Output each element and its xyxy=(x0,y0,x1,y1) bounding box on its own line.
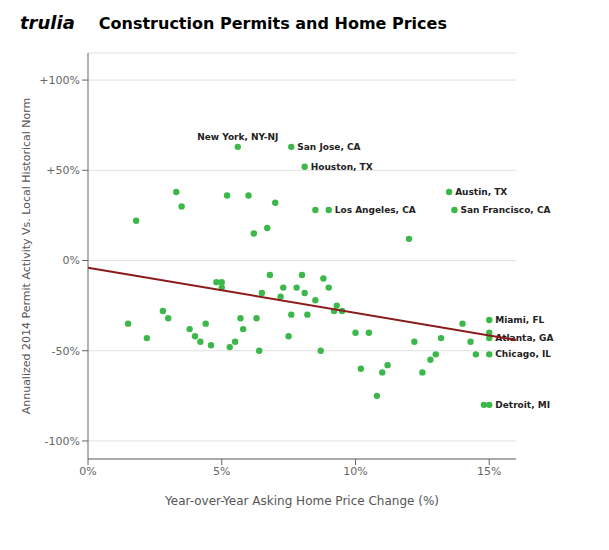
html-text:Construction Permits and Home: Construction Permits and Home Prices xyxy=(98,14,447,33)
svg-text:Los Angeles, CA: Los Angeles, CA xyxy=(335,205,416,215)
svg-text:-50%: -50% xyxy=(52,345,80,358)
svg-text:+50%: +50% xyxy=(46,164,80,177)
svg-text:Houston, TX: Houston, TX xyxy=(311,162,373,172)
svg-text:+100%: +100% xyxy=(39,74,80,87)
svg-text:-100%: -100% xyxy=(45,435,80,448)
svg-text:Miami, FL: Miami, FL xyxy=(495,315,544,325)
svg-text:0%: 0% xyxy=(63,254,80,267)
svg-text:10%: 10% xyxy=(343,465,367,478)
svg-text:0%: 0% xyxy=(79,465,96,478)
svg-text:Austin, TX: Austin, TX xyxy=(455,187,507,197)
svg-text:Annualized 2014 Permit Activit: Annualized 2014 Permit Activity Vs. Loca… xyxy=(20,98,33,415)
svg-text:Year-over-Year Asking Home Pri: Year-over-Year Asking Home Price Change … xyxy=(164,494,439,508)
svg-text:Chicago, IL: Chicago, IL xyxy=(495,349,551,359)
svg-text:New York, NY-NJ: New York, NY-NJ xyxy=(197,132,278,142)
svg-text:San Francisco, CA: San Francisco, CA xyxy=(460,205,550,215)
svg-text:San Jose, CA: San Jose, CA xyxy=(297,142,360,152)
svg-text:Detroit, MI: Detroit, MI xyxy=(495,400,550,410)
svg-text:Atlanta, GA: Atlanta, GA xyxy=(495,333,554,344)
svg-text:5%: 5% xyxy=(213,465,230,478)
svg-text:15%: 15% xyxy=(477,465,501,478)
html-text:trulia: trulia xyxy=(20,12,75,33)
